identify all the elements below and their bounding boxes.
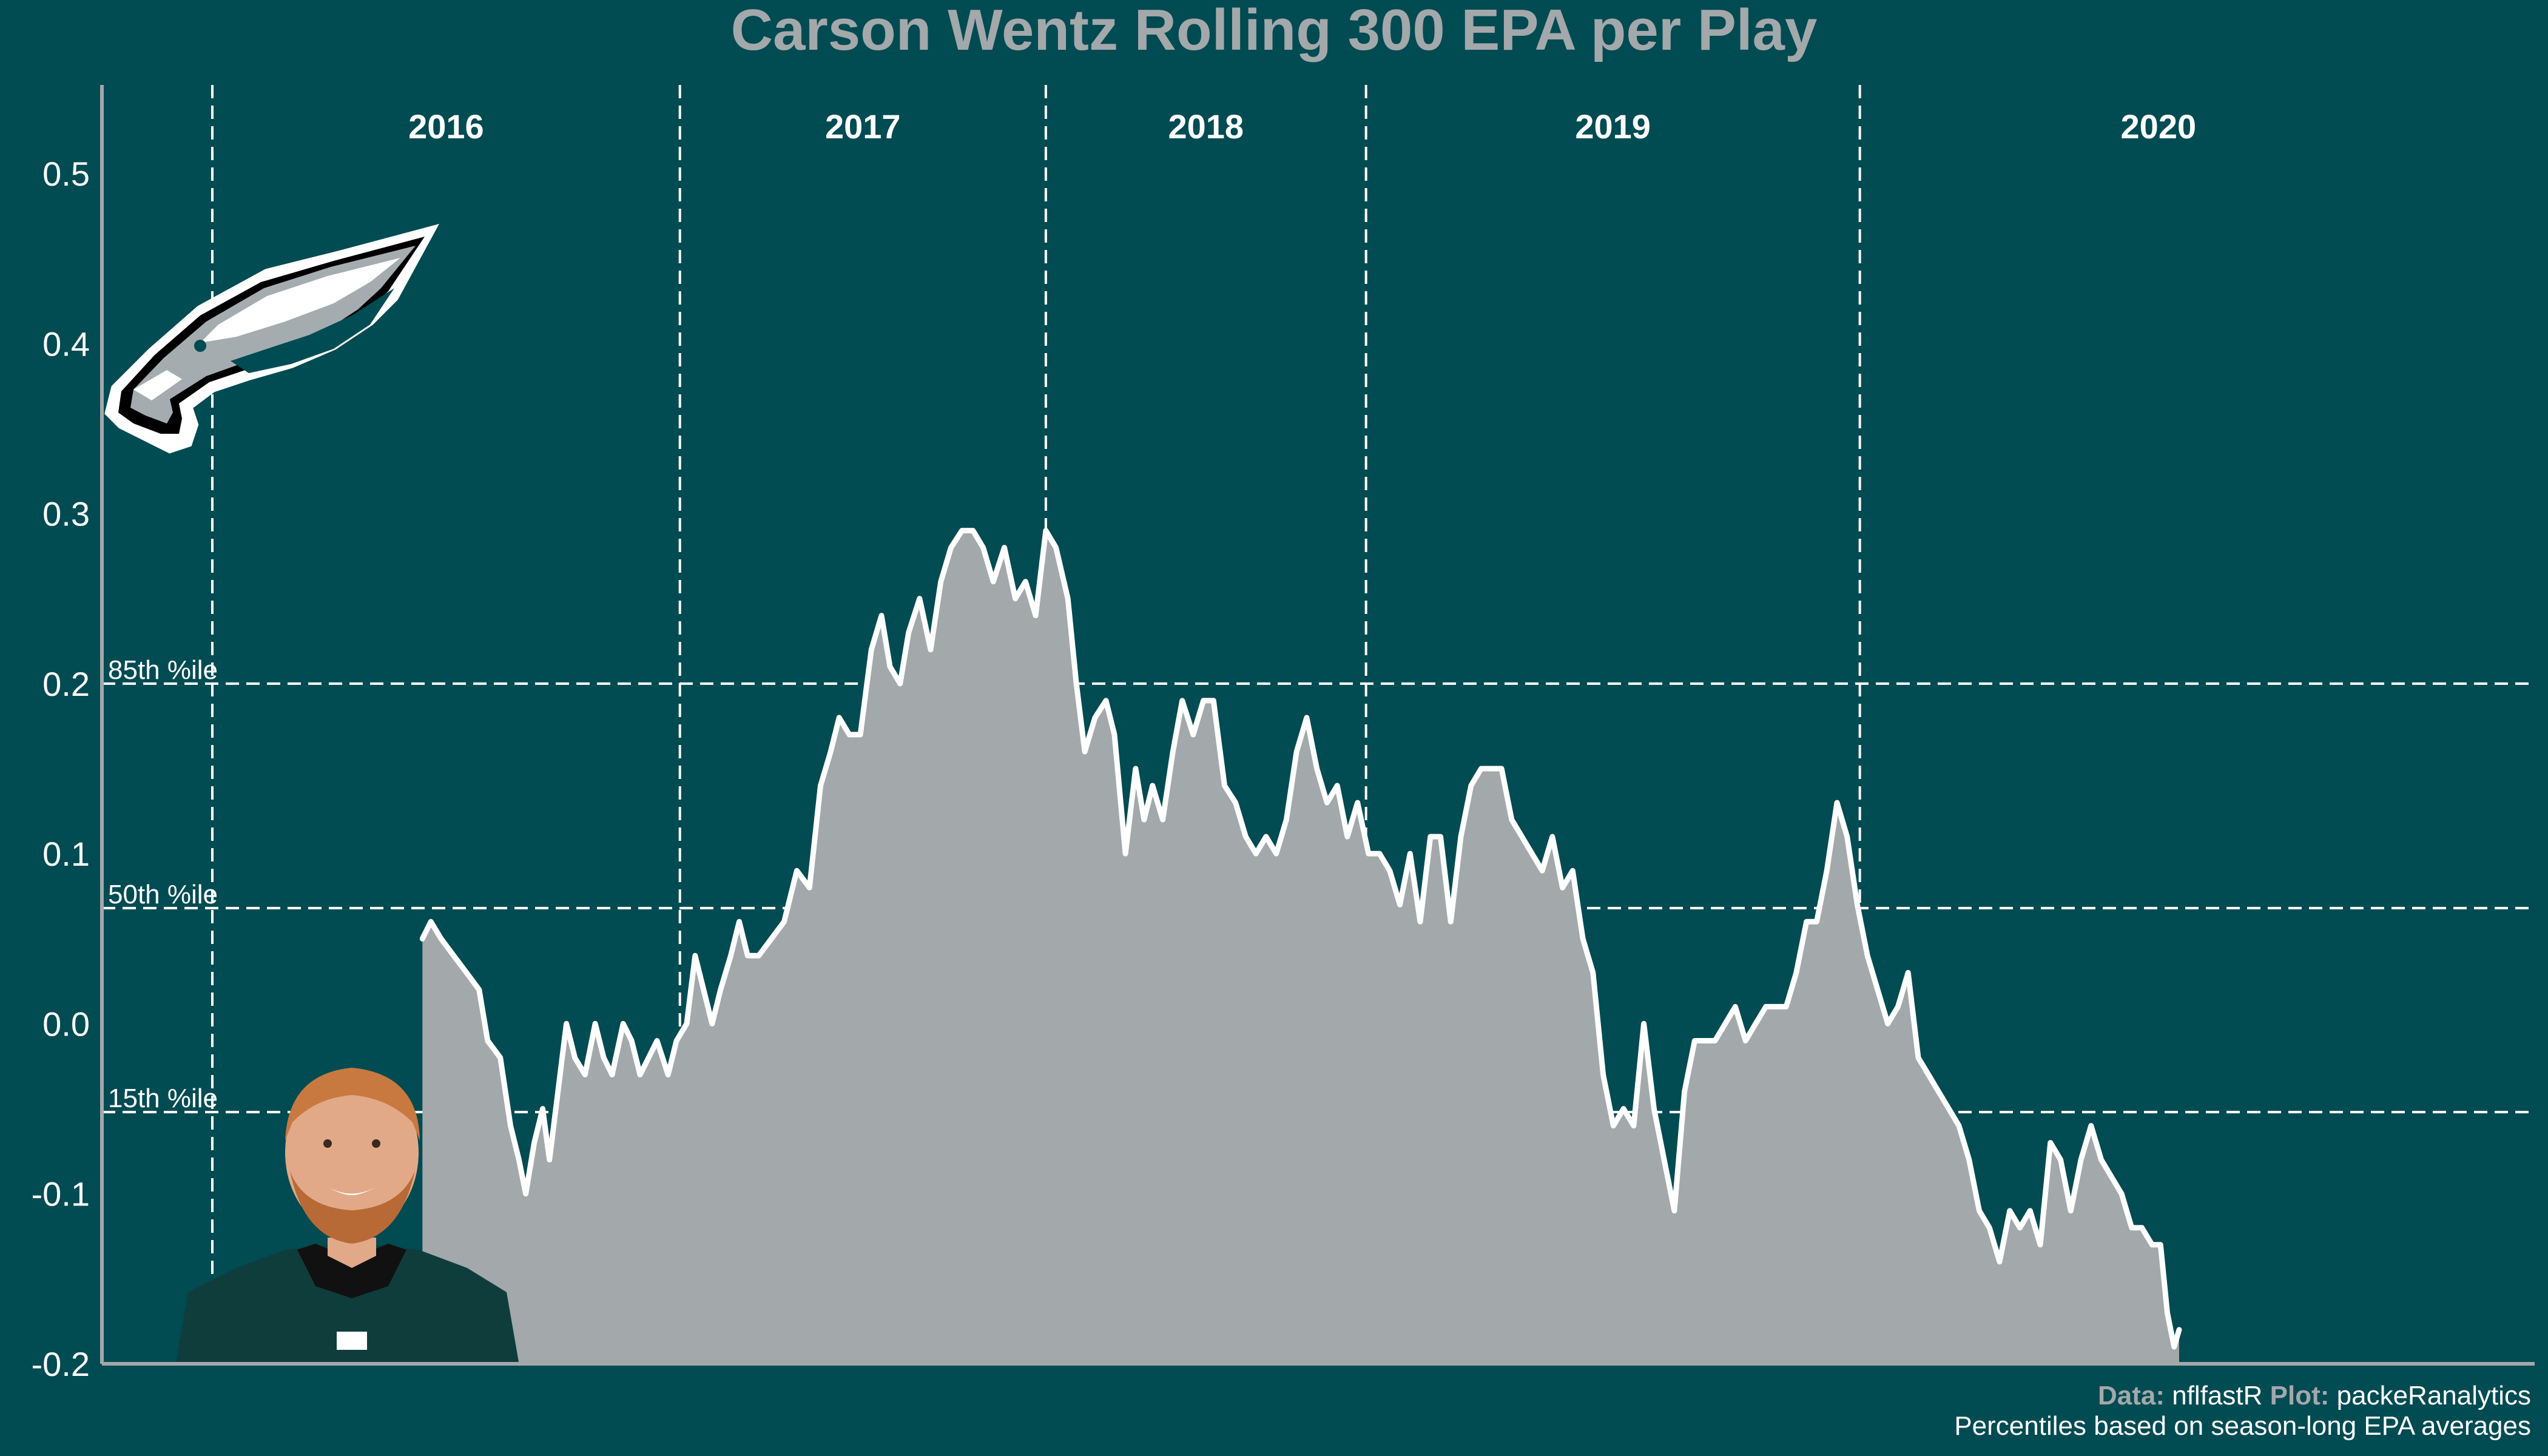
y-tick-label: 0.5 [42,155,90,193]
season-label-2016: 2016 [408,107,484,146]
y-tick-label: 0.1 [42,835,90,873]
caption-data-source: nflfastR [2172,1381,2270,1410]
y-tick-label: 0.4 [42,325,90,363]
y-tick-label: 0.3 [42,495,90,533]
reference-line-label: 15th %ile [108,1084,218,1113]
season-label-2020: 2020 [2121,107,2197,146]
caption-data-label: Data: [2098,1381,2165,1410]
y-tick-label: -0.1 [32,1175,90,1213]
y-tick-label: -0.2 [32,1345,90,1383]
caption-line-2: Percentiles based on season-long EPA ave… [1954,1411,2531,1441]
chart-title: Carson Wentz Rolling 300 EPA per Play [731,0,1818,62]
season-label-2019: 2019 [1575,107,1651,146]
reference-line-label: 50th %ile [108,880,218,909]
y-tick-label: 0.0 [42,1005,90,1043]
caption-plot-author: packeRanalytics [2337,1381,2531,1410]
season-label-2017: 2017 [825,107,901,146]
season-label-2018: 2018 [1168,107,1244,146]
reference-line-label: 85th %ile [108,655,218,685]
caption-line-1: Data: nflfastR Plot: packeRanalytics [2098,1381,2531,1410]
caption-plot-label: Plot: [2270,1381,2330,1410]
y-tick-label: 0.2 [42,665,90,703]
